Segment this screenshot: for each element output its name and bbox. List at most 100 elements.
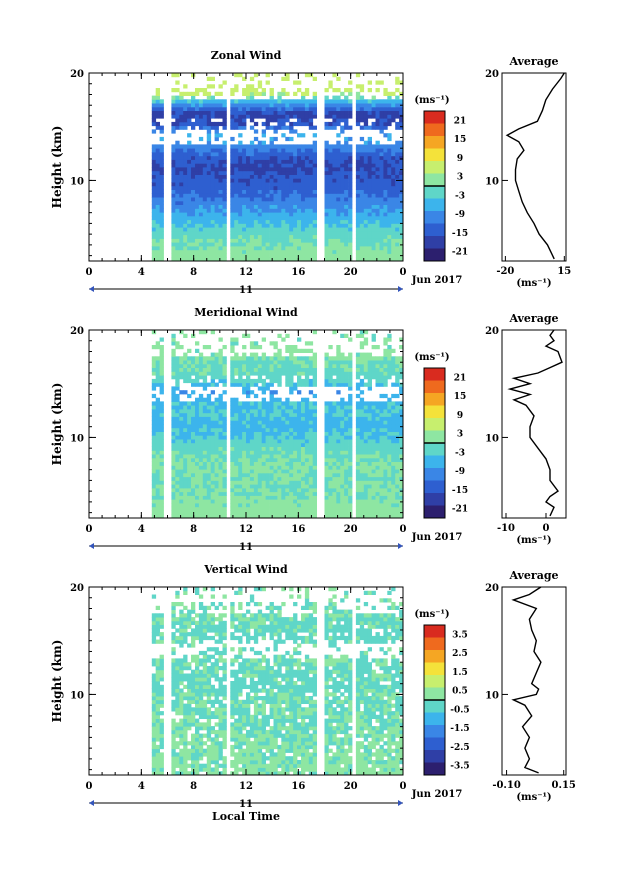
- heatmap-cell: [297, 499, 302, 504]
- heatmap-cell: [253, 246, 259, 251]
- heatmap-cell: [230, 472, 235, 478]
- heatmap-cell: [191, 431, 196, 436]
- heatmap-cell: [273, 230, 278, 236]
- heatmap-cell: [202, 152, 208, 157]
- heatmap-cell: [344, 375, 349, 380]
- heatmap-cell: [399, 431, 404, 436]
- heatmap-cell: [238, 249, 243, 254]
- heatmap-cell: [222, 439, 227, 444]
- heatmap-cell: [383, 375, 388, 380]
- heatmap-cell: [308, 487, 314, 493]
- heatmap-cell: [379, 163, 384, 168]
- heatmap-cell: [206, 253, 212, 258]
- heatmap-cell: [191, 246, 196, 251]
- heatmap-cell: [234, 420, 239, 425]
- heatmap-cell: [293, 189, 298, 194]
- heatmap-cell: [344, 223, 349, 228]
- heatmap-cell: [261, 495, 266, 500]
- heatmap-cell: [206, 457, 212, 462]
- heatmap-cell: [340, 230, 345, 236]
- heatmap-cell: [265, 114, 270, 119]
- heatmap-cell: [344, 401, 349, 406]
- heatmap-cell: [336, 457, 341, 462]
- heatmap-cell: [348, 405, 353, 410]
- heatmap-cell: [312, 457, 317, 462]
- heatmap-cell: [395, 204, 400, 209]
- heatmap-cell: [198, 185, 204, 190]
- heatmap-cell: [210, 227, 215, 232]
- heatmap-cell: [242, 144, 247, 149]
- heatmap-cell: [285, 484, 290, 489]
- x-tick-label: 0: [86, 267, 93, 278]
- heatmap-cell: [328, 163, 333, 168]
- heatmap-cell: [257, 238, 263, 243]
- heatmap-cell: [249, 103, 255, 108]
- heatmap-cell: [183, 484, 188, 489]
- heatmap-cell: [340, 375, 345, 380]
- heatmap-cell: [367, 363, 372, 368]
- heatmap-cell: [171, 159, 176, 164]
- heatmap-cell: [387, 412, 392, 417]
- heatmap-cell: [355, 409, 361, 414]
- heatmap-cell: [383, 170, 388, 175]
- heatmap-cell: [187, 118, 192, 123]
- heatmap-cell: [363, 200, 369, 205]
- heatmap-cell: [257, 484, 263, 489]
- heatmap-cell: [238, 155, 243, 160]
- heatmap-cell: [159, 506, 164, 511]
- heatmap-cell: [289, 465, 294, 470]
- heatmap-cell: [312, 223, 317, 228]
- heatmap-cell: [395, 393, 400, 399]
- heatmap-cell: [348, 189, 353, 194]
- heatmap-cell: [242, 106, 247, 111]
- heatmap-cell: [359, 491, 365, 496]
- heatmap-cell: [195, 401, 200, 406]
- heatmap-cell: [257, 178, 263, 183]
- heatmap-cell: [293, 367, 298, 372]
- heatmap-cell: [355, 427, 361, 432]
- heatmap-cell: [375, 185, 380, 190]
- heatmap-cell: [312, 110, 317, 115]
- heatmap-cell: [285, 73, 290, 78]
- heatmap-cell: [230, 227, 235, 232]
- heatmap-cell: [171, 193, 176, 198]
- heatmap-cell: [359, 330, 365, 335]
- heatmap-cell: [214, 420, 219, 425]
- heatmap-cell: [281, 163, 286, 168]
- heatmap-cell: [348, 337, 353, 342]
- heatmap-cell: [191, 480, 196, 485]
- heatmap-cell: [246, 427, 251, 432]
- heatmap-cell: [238, 484, 243, 489]
- heatmap-cell: [234, 397, 239, 402]
- heatmap-cell: [391, 465, 396, 470]
- heatmap-cell: [257, 450, 263, 455]
- heatmap-cell: [281, 223, 286, 228]
- heatmap-cell: [195, 212, 200, 217]
- heatmap-cell: [387, 167, 392, 172]
- heatmap-cell: [246, 405, 251, 410]
- heatmap-cell: [395, 454, 400, 459]
- heatmap-cell: [281, 371, 286, 376]
- heatmap-cell: [363, 439, 369, 444]
- heatmap-cell: [214, 230, 219, 236]
- heatmap-cell: [230, 506, 235, 511]
- heatmap-cell: [159, 382, 164, 387]
- heatmap-cell: [187, 249, 192, 254]
- heatmap-cell: [348, 371, 353, 376]
- heatmap-cell: [289, 121, 294, 127]
- heatmap-cell: [359, 242, 365, 247]
- heatmap-cell: [198, 88, 204, 93]
- heatmap-cell: [269, 424, 274, 429]
- heatmap-cell: [202, 491, 208, 496]
- heatmap-cell: [269, 174, 274, 179]
- heatmap-cell: [328, 375, 333, 380]
- heatmap-cell: [344, 246, 349, 251]
- heatmap-cell: [155, 465, 160, 470]
- heatmap-cell: [340, 114, 345, 119]
- heatmap-cell: [269, 136, 274, 142]
- heatmap-cell: [171, 129, 176, 134]
- heatmap-cell: [198, 360, 204, 365]
- heatmap-cell: [359, 450, 365, 455]
- heatmap-cell: [198, 491, 204, 496]
- heatmap-cell: [242, 159, 247, 164]
